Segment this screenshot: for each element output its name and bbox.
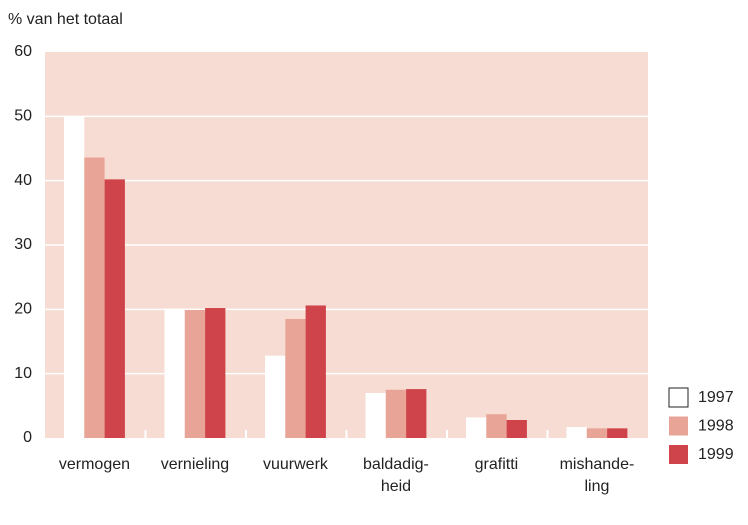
bar [586, 428, 608, 438]
x-tick-label: vuurwerk [263, 456, 329, 473]
y-tick-label: 40 [14, 172, 32, 189]
legend-swatch [669, 416, 688, 436]
bar [64, 116, 85, 438]
bar [184, 309, 206, 438]
bar [205, 308, 226, 438]
x-tick-label: vernieling [161, 456, 229, 473]
legend-label: 1999 [698, 446, 734, 463]
legend-swatch [669, 445, 688, 464]
bar [486, 414, 507, 438]
x-tick-line: baldadig- [363, 456, 429, 473]
bar [466, 417, 487, 438]
y-tick-label: 20 [14, 301, 32, 318]
bar [566, 427, 587, 438]
x-tick-label: vermogen [59, 456, 130, 473]
bar [104, 179, 125, 438]
x-tick-line: ling [584, 478, 609, 495]
y-tick-label: 0 [23, 429, 32, 446]
legend-label: 1998 [698, 418, 734, 435]
bar [265, 355, 286, 438]
bar [84, 157, 105, 439]
bar [164, 308, 185, 438]
bar [305, 305, 326, 438]
y-axis-label: % van het totaal [8, 11, 123, 28]
bar [365, 392, 386, 438]
x-tick-line: heid [381, 478, 411, 495]
bar [406, 389, 427, 438]
y-tick-label: 10 [14, 365, 32, 382]
bar [285, 318, 306, 438]
x-tick-line: mishande- [560, 456, 635, 473]
legend-swatch [668, 387, 689, 408]
bar [385, 389, 407, 438]
x-tick-label: mishande-ling [560, 456, 635, 495]
y-tick-label: 60 [14, 43, 32, 60]
bar [506, 419, 527, 438]
x-tick-label: grafitti [475, 456, 519, 473]
y-tick-label: 50 [14, 108, 32, 125]
bar [607, 428, 628, 438]
legend-label: 1997 [698, 389, 734, 406]
x-tick-label: baldadig-heid [363, 456, 429, 495]
y-tick-label: 30 [14, 236, 32, 253]
